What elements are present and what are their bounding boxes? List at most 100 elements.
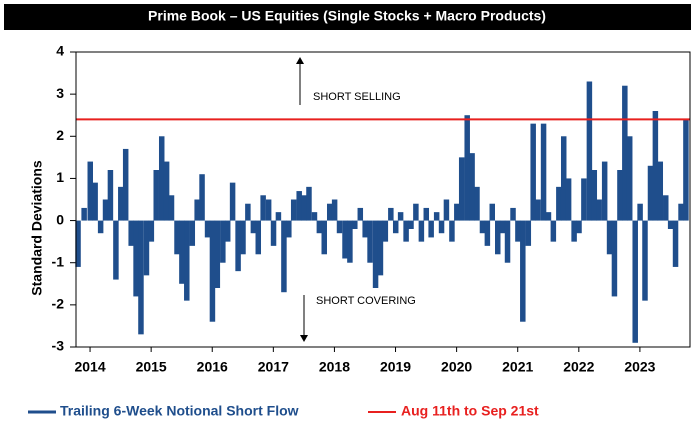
bar	[458, 157, 465, 221]
y-tick-label: -2	[52, 296, 65, 312]
bar	[331, 199, 338, 221]
bar	[133, 220, 139, 297]
bar	[265, 199, 272, 221]
bar	[672, 220, 679, 267]
bar	[474, 186, 480, 221]
bar	[403, 220, 409, 242]
x-tick-label: 2015	[136, 359, 167, 375]
x-tick-label: 2023	[624, 359, 655, 375]
bar	[382, 220, 389, 242]
bar	[286, 220, 292, 238]
bar	[260, 195, 266, 221]
y-tick-label: 3	[56, 85, 64, 101]
bar	[194, 199, 200, 221]
bar	[443, 199, 450, 221]
arrow-head	[296, 57, 304, 64]
bar	[184, 220, 190, 301]
bar	[464, 115, 470, 221]
legend-label: Trailing 6-Week Notional Short Flow	[60, 403, 299, 419]
bar	[367, 220, 373, 263]
bar	[107, 170, 114, 221]
bar	[571, 220, 577, 242]
bar	[189, 220, 196, 246]
bar	[423, 207, 430, 221]
bar	[596, 199, 602, 221]
y-tick-label: -1	[52, 253, 65, 269]
bar	[530, 123, 536, 221]
bar	[97, 220, 104, 234]
bar	[550, 220, 557, 242]
bar	[428, 220, 434, 238]
bar	[87, 161, 93, 221]
bar	[565, 178, 572, 221]
bar	[525, 220, 532, 246]
bar	[657, 161, 664, 221]
bar	[678, 203, 684, 221]
arrow-head	[300, 335, 308, 342]
bar	[209, 220, 216, 322]
bar	[250, 220, 257, 234]
bar	[199, 174, 205, 221]
bar	[504, 220, 511, 263]
bar	[581, 178, 587, 221]
bar	[647, 165, 654, 221]
bar	[667, 220, 674, 229]
bar	[362, 220, 368, 238]
x-tick-label: 2020	[441, 359, 472, 375]
bar	[663, 195, 669, 221]
bar	[372, 220, 379, 288]
bar	[113, 220, 119, 280]
bar	[388, 207, 394, 221]
chart-title: Prime Book – US Equities (Single Stocks …	[148, 8, 546, 24]
bar	[270, 220, 277, 246]
bar	[495, 220, 501, 255]
bar	[632, 220, 638, 343]
bar	[479, 220, 486, 234]
x-tick-label: 2021	[502, 359, 533, 375]
bar	[347, 220, 353, 263]
bar	[642, 220, 648, 301]
bar	[220, 220, 226, 263]
bar	[622, 85, 628, 221]
bar	[591, 170, 598, 221]
bar	[601, 161, 608, 221]
bar	[290, 199, 297, 221]
bar	[168, 195, 175, 221]
x-tick-label: 2018	[319, 359, 350, 375]
bar	[626, 136, 633, 221]
bar	[576, 220, 582, 234]
bar	[433, 212, 440, 221]
bar	[683, 119, 689, 221]
bar	[214, 220, 221, 288]
bar	[81, 207, 87, 221]
bar	[515, 220, 521, 242]
bar	[163, 161, 170, 221]
bar	[275, 212, 282, 221]
legend-label: Aug 11th to Sep 21st	[401, 403, 539, 419]
plot-frame	[75, 51, 691, 348]
annotation: SHORT COVERING	[316, 295, 416, 307]
bar	[408, 220, 414, 229]
bar	[438, 220, 445, 234]
bar	[454, 203, 460, 221]
bar	[357, 207, 364, 221]
bar	[148, 220, 155, 242]
bar	[311, 212, 318, 221]
bar	[235, 220, 241, 272]
bar	[306, 186, 312, 221]
x-tick-label: 2014	[74, 359, 105, 375]
bar	[174, 220, 180, 255]
bar	[281, 220, 287, 293]
bar	[510, 207, 516, 221]
bar	[316, 220, 323, 234]
bar	[92, 182, 98, 221]
bar	[606, 220, 613, 255]
bar	[652, 111, 659, 221]
title-bar	[4, 4, 691, 30]
bar	[499, 220, 506, 234]
bar	[118, 186, 124, 221]
bar	[179, 220, 185, 284]
y-tick-label: 4	[56, 43, 64, 59]
bar	[377, 220, 384, 276]
